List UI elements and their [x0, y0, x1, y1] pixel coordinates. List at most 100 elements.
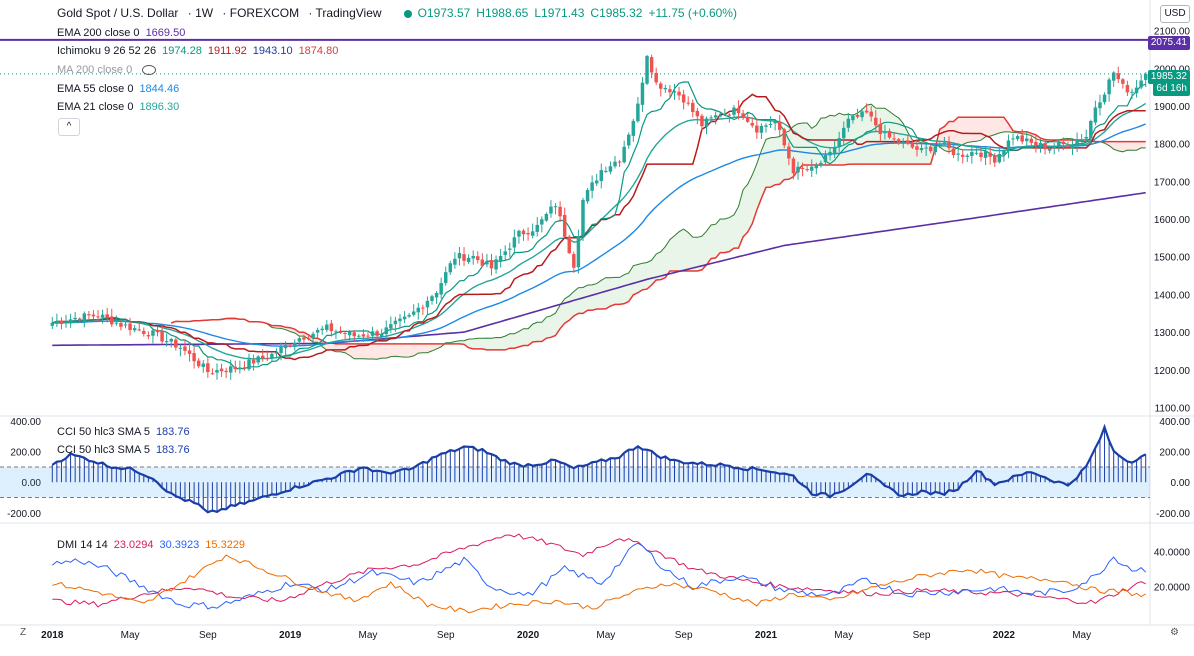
candle-body [622, 146, 626, 163]
symbol-title[interactable]: Gold Spot / U.S. Dollar · 1W · FOREXCOM … [57, 6, 382, 20]
candle-body [819, 162, 823, 165]
candle-body [238, 367, 242, 369]
candle-body [68, 319, 73, 324]
legend-ema55[interactable]: EMA 55 close 0 1844.46 [57, 82, 185, 96]
candle-body [325, 324, 329, 330]
ichimoku-cloud-segment [418, 343, 423, 354]
time-tick-label: 2019 [279, 630, 302, 641]
candle-body [640, 82, 645, 105]
legend-cci-2[interactable]: CCI 50 hlc3 SMA 5 183.76 [57, 443, 196, 457]
dmi-adx-value: 15.3229 [205, 539, 246, 551]
candle-body [485, 261, 489, 265]
candle-body [874, 117, 878, 126]
candle-body [1093, 107, 1098, 123]
legend-ma200[interactable]: MA 200 close 0 [57, 63, 162, 77]
candle-body [50, 322, 55, 326]
ichimoku-cloud-segment [642, 262, 648, 290]
ichimoku-cloud-segment [807, 123, 812, 165]
time-tick-label: May [596, 630, 615, 641]
candle-body [842, 127, 846, 139]
legend-ema200[interactable]: EMA 200 close 0 1669.50 [57, 26, 191, 40]
ichimoku-span-b: 1874.80 [298, 45, 339, 57]
ichimoku-cloud-segment [381, 343, 387, 359]
candle-body [389, 324, 393, 329]
collapse-legend-button[interactable]: ^ [58, 118, 80, 136]
zoom-reset-button[interactable]: Z [20, 627, 27, 638]
ichimoku-cloud-segment [358, 343, 364, 359]
ichimoku-cloud-segment [816, 118, 821, 165]
ichimoku-cloud-segment [669, 235, 675, 272]
candle-body [1006, 140, 1011, 151]
ichimoku-cloud-segment [866, 104, 872, 165]
candle-body [636, 103, 640, 122]
ichimoku-cloud-segment [733, 206, 739, 249]
ichimoku-cloud-segment [422, 343, 428, 353]
market-status-icon [403, 9, 412, 18]
legend-cci[interactable]: CCI 50 hlc3 SMA 5 183.76 [57, 425, 196, 439]
candle-body [265, 358, 270, 360]
candle-body [805, 169, 809, 171]
cci-tick-label: -200.00 [7, 509, 41, 520]
ichimoku-cloud-segment [765, 137, 771, 188]
ichimoku-cloud-segment [496, 337, 501, 350]
price-tick-label: 1400.00 [1154, 290, 1191, 301]
dmi-plus-line [52, 533, 1146, 608]
candle-body [288, 346, 292, 348]
candle-body [215, 370, 219, 373]
candle-body [723, 113, 727, 115]
ichimoku-cloud-segment [514, 331, 519, 349]
candle-body [1070, 144, 1075, 149]
candle-body [242, 367, 247, 369]
ichimoku-cloud-segment [518, 328, 524, 347]
ichimoku-cloud-segment [775, 136, 780, 185]
ichimoku-cloud-segment [706, 224, 712, 265]
ichimoku-cloud-segment [889, 111, 895, 165]
candle-body [919, 148, 924, 151]
candle-body [228, 366, 233, 373]
ichimoku-cloud-segment [1118, 141, 1123, 152]
chart-settings-icon[interactable]: ⚙ [1170, 627, 1179, 638]
candle-body [1047, 148, 1052, 151]
ichimoku-cloud-segment [615, 277, 620, 305]
ichimoku-cloud-segment [363, 343, 368, 360]
candle-body [782, 129, 787, 146]
legend-ichimoku[interactable]: Ichimoku 9 26 52 26 1974.28 1911.92 1943.10… [57, 44, 344, 58]
cci-label: CCI 50 hlc3 SMA 5 [57, 426, 150, 438]
legend-ema21[interactable]: EMA 21 close 0 1896.30 [57, 100, 185, 114]
ema200-value: 1669.50 [145, 27, 186, 39]
candle-body [1098, 102, 1102, 109]
candle-body [55, 321, 59, 324]
candle-body [1089, 121, 1093, 139]
candle-body [809, 166, 814, 171]
ichimoku-cloud-segment [427, 343, 433, 353]
ichimoku-span-a-line [171, 103, 1146, 360]
ichimoku-cloud-segment [880, 108, 885, 165]
candle-body [691, 102, 695, 113]
ichimoku-cloud-segment [482, 338, 487, 350]
dmi-plus-value: 23.0294 [113, 539, 154, 551]
candle-body [951, 148, 956, 156]
legend-dmi[interactable]: DMI 14 14 23.0294 30.3923 15.3229 [57, 538, 251, 552]
candle-body [540, 219, 544, 225]
time-tick-label: May [834, 630, 853, 641]
candle-body [983, 151, 988, 158]
candle-body [997, 154, 1002, 163]
candle-body [293, 342, 297, 347]
candle-body [434, 293, 439, 298]
candle-body [1061, 141, 1066, 145]
candle-body [590, 182, 594, 191]
ichimoku-cloud-segment [619, 274, 625, 305]
hidden-eye-icon[interactable] [142, 65, 157, 76]
ichimoku-label: Ichimoku 9 26 52 26 [57, 45, 157, 57]
candle-body [453, 258, 457, 265]
currency-selector[interactable]: USD [1160, 5, 1190, 23]
candle-body [338, 332, 343, 334]
candle-body [87, 314, 91, 316]
candle-body [59, 320, 64, 324]
ichimoku-cloud-segment [976, 117, 982, 142]
cci-tick-label: 400.00 [1159, 417, 1190, 428]
candle-body [677, 91, 681, 96]
ichimoku-cloud-segment [1141, 141, 1146, 148]
candle-body [1029, 138, 1034, 143]
